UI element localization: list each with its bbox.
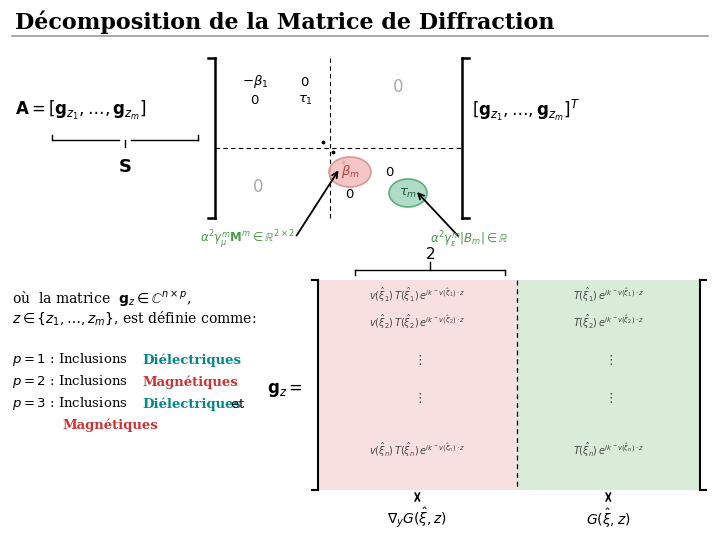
Text: $\vdots$: $\vdots$ <box>413 353 422 367</box>
Text: $\tau_1$: $\tau_1$ <box>297 93 312 106</box>
Text: $\nabla_y G(\hat{\xi}, z)$: $\nabla_y G(\hat{\xi}, z)$ <box>387 506 447 530</box>
Text: et: et <box>227 397 244 410</box>
Ellipse shape <box>329 157 371 187</box>
FancyBboxPatch shape <box>318 280 517 490</box>
Text: $v(\hat{\xi}_1)\,T(\hat{\xi}_1)\,e^{ik^-v(\hat{\xi}_1)\cdot z}$: $v(\hat{\xi}_1)\,T(\hat{\xi}_1)\,e^{ik^-… <box>369 286 466 305</box>
Text: $\vdots$: $\vdots$ <box>604 353 613 367</box>
Text: $\vdots$: $\vdots$ <box>413 391 422 405</box>
Ellipse shape <box>389 179 427 207</box>
Text: $\mathbf{S}$: $\mathbf{S}$ <box>118 158 132 176</box>
Text: $T(\hat{\xi}_2)\,e^{ik^-v(\hat{\xi}_2)\cdot z}$: $T(\hat{\xi}_2)\,e^{ik^-v(\hat{\xi}_2)\c… <box>572 313 644 332</box>
Text: $-\beta_1$: $-\beta_1$ <box>242 73 269 91</box>
Text: $\mathbf{A} = [\mathbf{g}_{z_1}, \ldots, \mathbf{g}_{z_m}]$: $\mathbf{A} = [\mathbf{g}_{z_1}, \ldots,… <box>15 98 147 122</box>
Text: Magnétiques: Magnétiques <box>62 418 158 432</box>
Text: $\vdots$: $\vdots$ <box>604 391 613 405</box>
Text: $\mathbf{g}_z =$: $\mathbf{g}_z =$ <box>267 381 303 399</box>
Text: $p = 1$ : Inclusions: $p = 1$ : Inclusions <box>12 352 128 368</box>
Text: $z \in \{z_1, \ldots, z_m\}$, est définie comme:: $z \in \{z_1, \ldots, z_m\}$, est défini… <box>12 309 256 327</box>
Text: Diélectriques: Diélectriques <box>142 353 241 367</box>
Text: $2$: $2$ <box>425 246 435 262</box>
Text: $0$: $0$ <box>346 187 355 200</box>
Text: $0$: $0$ <box>252 179 264 197</box>
Text: $T(\hat{\xi}_1)\,e^{ik^-v(\hat{\xi}_1)\cdot z}$: $T(\hat{\xi}_1)\,e^{ik^-v(\hat{\xi}_1)\c… <box>572 286 644 305</box>
Text: $\alpha^2 \gamma_\varepsilon^m |B_m| \in \mathbb{R}$: $\alpha^2 \gamma_\varepsilon^m |B_m| \in… <box>430 230 509 250</box>
Text: $\beta_m$: $\beta_m$ <box>341 164 359 180</box>
Text: $v(\hat{\xi}_n)\,T(\hat{\xi}_n)\,e^{ik^-v(\hat{\xi}_n)\cdot z}$: $v(\hat{\xi}_n)\,T(\hat{\xi}_n)\,e^{ik^-… <box>369 441 466 460</box>
Text: Décomposition de la Matrice de Diffraction: Décomposition de la Matrice de Diffracti… <box>15 10 554 33</box>
Text: $p = 2$ : Inclusions: $p = 2$ : Inclusions <box>12 374 128 390</box>
Text: Magnétiques: Magnétiques <box>142 375 238 389</box>
Text: $[\mathbf{g}_{z_1}, \ldots, \mathbf{g}_{z_m}]^T$: $[\mathbf{g}_{z_1}, \ldots, \mathbf{g}_{… <box>472 97 580 123</box>
Text: $v(\hat{\xi}_2)\,T(\hat{\xi}_2)\,e^{ik^-v(\hat{\xi}_2)\cdot z}$: $v(\hat{\xi}_2)\,T(\hat{\xi}_2)\,e^{ik^-… <box>369 313 466 332</box>
Text: où  la matrice  $\mathbf{g}_z \in \mathbb{C}^{n\times p}$,: où la matrice $\mathbf{g}_z \in \mathbb{… <box>12 288 192 307</box>
Text: Diélectriques: Diélectriques <box>142 397 241 411</box>
Text: $T(\hat{\xi}_n)\,e^{ik^-v(\hat{\xi}_n)\cdot z}$: $T(\hat{\xi}_n)\,e^{ik^-v(\hat{\xi}_n)\c… <box>572 441 644 460</box>
Text: $0$: $0$ <box>251 93 260 106</box>
Text: $\tau_m$: $\tau_m$ <box>399 186 417 200</box>
Text: $0$: $0$ <box>300 76 310 89</box>
Text: $0$: $0$ <box>385 165 395 179</box>
Text: $p = 3$ : Inclusions: $p = 3$ : Inclusions <box>12 395 128 413</box>
Text: $\alpha^2 \gamma_\mu^m \mathbf{M}^m \in \mathbb{R}^{2\times 2}$: $\alpha^2 \gamma_\mu^m \mathbf{M}^m \in … <box>200 229 295 251</box>
Text: $G(\hat{\xi}, z)$: $G(\hat{\xi}, z)$ <box>586 507 631 530</box>
Text: $0$: $0$ <box>392 79 404 97</box>
FancyBboxPatch shape <box>517 280 700 490</box>
